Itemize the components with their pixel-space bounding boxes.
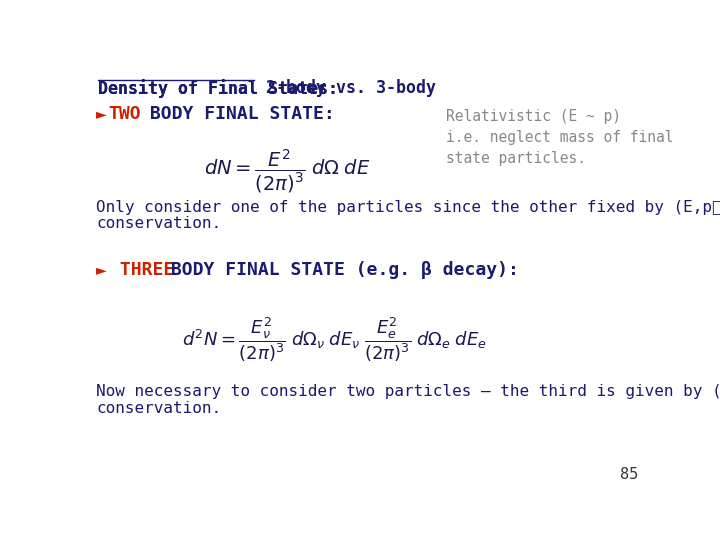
Text: conservation.: conservation.: [96, 217, 221, 232]
Text: $dN = \dfrac{E^2}{(2\pi)^3}\; d\Omega\; dE$: $dN = \dfrac{E^2}{(2\pi)^3}\; d\Omega\; …: [204, 148, 371, 195]
Text: BODY FINAL STATE (e.g. β decay):: BODY FINAL STATE (e.g. β decay):: [160, 261, 518, 279]
Text: Only consider one of the particles since the other fixed by (E,p⃗): Only consider one of the particles since…: [96, 200, 720, 214]
Text: 85: 85: [621, 467, 639, 482]
Text: Relativistic (E ~ p)
i.e. neglect mass of final
state particles.: Relativistic (E ~ p) i.e. neglect mass o…: [446, 110, 674, 166]
Text: Now necessary to consider two particles – the third is given by (E,p⃗): Now necessary to consider two particles …: [96, 384, 720, 400]
Text: 2-body vs. 3-body: 2-body vs. 3-body: [256, 79, 436, 97]
Text: Density of Final States:: Density of Final States:: [98, 79, 338, 98]
Text: THREE: THREE: [109, 261, 174, 279]
Text: ►: ►: [96, 261, 107, 279]
Text: BODY FINAL STATE:: BODY FINAL STATE:: [139, 105, 335, 123]
Text: $d^2N = \dfrac{E_\nu^2}{(2\pi)^3}\; d\Omega_\nu\; dE_\nu\; \dfrac{E_e^2}{(2\pi)^: $d^2N = \dfrac{E_\nu^2}{(2\pi)^3}\; d\Om…: [182, 315, 487, 364]
Text: conservation.: conservation.: [96, 401, 221, 416]
Text: TWO: TWO: [109, 105, 141, 123]
Text: Density of Final States:: Density of Final States:: [98, 79, 338, 98]
Text: ►: ►: [96, 105, 107, 123]
